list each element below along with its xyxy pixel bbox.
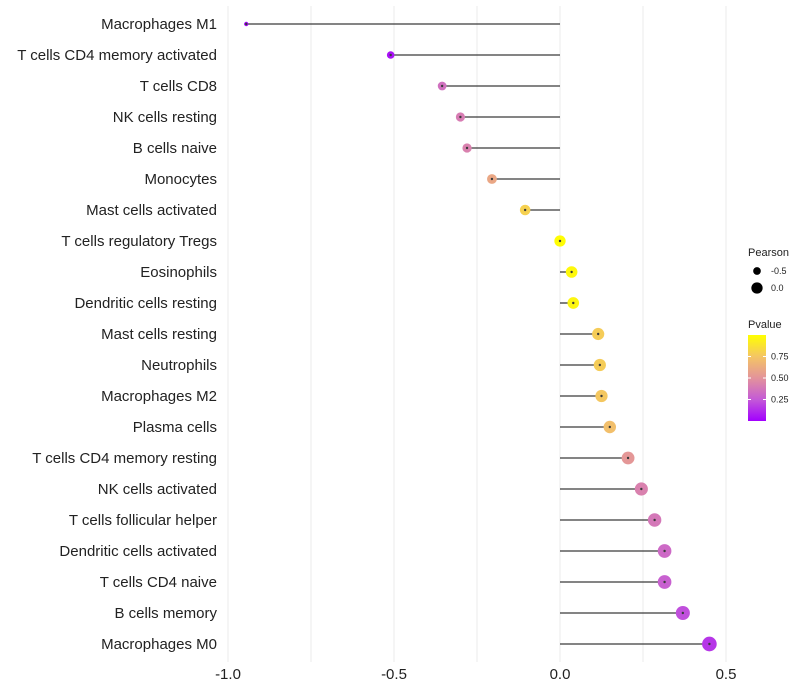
category-label: Dendritic cells resting bbox=[74, 295, 217, 312]
size-legend-swatch bbox=[753, 267, 761, 275]
stem-tip bbox=[608, 425, 611, 429]
color-legend-label: 0.50 bbox=[771, 373, 789, 383]
category-label: Macrophages M0 bbox=[101, 636, 217, 653]
category-label: B cells memory bbox=[114, 605, 217, 622]
category-label: NK cells activated bbox=[98, 481, 217, 498]
category-label: Macrophages M2 bbox=[101, 388, 217, 405]
category-label: Mast cells resting bbox=[101, 326, 217, 343]
stem-tip bbox=[600, 394, 603, 398]
stem-tip bbox=[558, 239, 562, 243]
x-tick-label: 0.0 bbox=[550, 666, 571, 683]
size-legend-items: -0.5 0.0 bbox=[751, 266, 787, 294]
category-label: T cells follicular helper bbox=[69, 512, 217, 529]
stem-tip bbox=[523, 208, 527, 212]
category-label: T cells regulatory Tregs bbox=[61, 233, 217, 250]
points bbox=[244, 21, 717, 652]
category-label: T cells CD8 bbox=[140, 78, 217, 95]
stem-tip bbox=[596, 332, 600, 336]
category-label: NK cells resting bbox=[113, 109, 217, 126]
stem-tip bbox=[663, 580, 666, 584]
category-label: T cells CD4 memory resting bbox=[32, 450, 217, 467]
stem-tip bbox=[440, 84, 444, 88]
stems bbox=[246, 23, 710, 645]
stem-tip bbox=[389, 53, 392, 57]
category-label: Dendritic cells activated bbox=[59, 543, 217, 560]
stem-tip bbox=[640, 487, 643, 491]
stem-tip bbox=[459, 115, 462, 119]
y-axis-labels: Macrophages M1 T cells CD4 memory activat… bbox=[17, 16, 217, 653]
stem-tip bbox=[465, 146, 469, 150]
x-axis-ticks: -1.0 -0.5 0.0 0.5 bbox=[215, 666, 736, 683]
color-legend-title: Pvalue bbox=[748, 319, 782, 331]
category-label: Plasma cells bbox=[133, 419, 217, 436]
x-tick-label: -1.0 bbox=[215, 666, 241, 683]
color-legend-items: 0.75 0.50 0.25 bbox=[748, 352, 789, 405]
stem-tip bbox=[708, 642, 711, 646]
size-legend-swatch bbox=[751, 282, 763, 294]
category-label: T cells CD4 naive bbox=[100, 574, 217, 591]
color-legend-label: 0.25 bbox=[771, 395, 789, 405]
legend: Pearson -0.5 0.0 Pvalue 0.75 0.50 0.25 bbox=[748, 247, 789, 421]
stem-tip bbox=[681, 611, 685, 615]
size-legend-label: 0.0 bbox=[771, 283, 784, 293]
color-legend-bar bbox=[748, 335, 766, 421]
stem-tip bbox=[570, 270, 573, 274]
size-legend-label: -0.5 bbox=[771, 266, 787, 276]
stem-tip bbox=[626, 456, 630, 460]
stem-tip bbox=[572, 301, 575, 305]
grid-lines bbox=[227, 6, 727, 662]
category-label: T cells CD4 memory activated bbox=[17, 47, 217, 64]
category-label: Mast cells activated bbox=[86, 202, 217, 219]
category-label: Neutrophils bbox=[141, 357, 217, 374]
color-legend-label: 0.75 bbox=[771, 352, 789, 362]
x-tick-label: -0.5 bbox=[381, 666, 407, 683]
category-label: B cells naive bbox=[133, 140, 217, 157]
category-label: Eosinophils bbox=[140, 264, 217, 281]
category-label: Macrophages M1 bbox=[101, 16, 217, 33]
category-label: Monocytes bbox=[144, 171, 217, 188]
size-legend-title: Pearson bbox=[748, 247, 789, 259]
stem-tip bbox=[598, 363, 602, 367]
stem-tip bbox=[653, 518, 656, 522]
stem-tip bbox=[490, 177, 494, 181]
stem-tip bbox=[245, 22, 248, 26]
x-tick-label: 0.5 bbox=[716, 666, 737, 683]
stem-tip bbox=[663, 549, 666, 553]
